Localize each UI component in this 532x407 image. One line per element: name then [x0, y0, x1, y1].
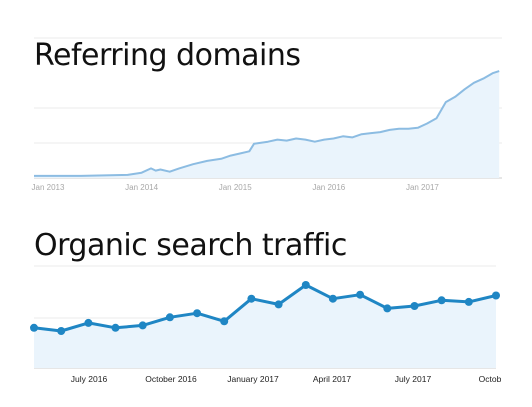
organic-traffic-point-9: [274, 300, 283, 309]
x-tick-bottom-3: April 2017: [313, 374, 352, 384]
organic-traffic-point-16: [464, 297, 473, 306]
x-tick-top-0: Jan 2013: [32, 183, 65, 192]
organic-traffic-point-12: [356, 290, 365, 299]
organic-traffic-point-13: [383, 304, 392, 313]
organic-traffic-point-5: [165, 313, 174, 322]
organic-traffic-point-7: [220, 317, 229, 326]
referring-domains-area: [34, 71, 500, 178]
x-tick-top-4: Jan 2017: [406, 183, 439, 192]
x-tick-bottom-1: October 2016: [145, 374, 197, 384]
x-tick-bottom-5: Octob: [479, 374, 502, 384]
organic-traffic-line: [33, 283, 497, 333]
organic-traffic-point-3: [111, 323, 120, 332]
organic-traffic-point-6: [193, 309, 202, 318]
referring-domains-line: [34, 70, 500, 177]
organic-traffic-point-4: [138, 321, 147, 330]
x-tick-top-3: Jan 2016: [312, 183, 345, 192]
organic-traffic-point-0: [30, 323, 38, 332]
organic-traffic-point-1: [57, 327, 66, 335]
x-tick-bottom-2: January 2017: [227, 374, 279, 384]
organic-traffic-point-17: [492, 291, 500, 300]
organic-traffic-point-2: [84, 318, 93, 327]
organic-traffic-point-14: [410, 302, 419, 310]
x-tick-bottom-0: July 2016: [71, 374, 108, 384]
organic-traffic-point-15: [437, 296, 446, 305]
x-tick-top-2: Jan 2015: [219, 183, 252, 192]
organic-traffic-point-11: [328, 294, 337, 303]
organic-traffic-point-8: [247, 294, 256, 303]
chart-title-referring-domains: Referring domains: [34, 38, 301, 73]
chart-title-organic-search-traffic: Organic search traffic: [34, 228, 347, 263]
organic-traffic-point-10: [301, 281, 310, 289]
x-tick-bottom-4: July 2017: [395, 374, 432, 384]
x-tick-top-1: Jan 2014: [125, 183, 158, 192]
